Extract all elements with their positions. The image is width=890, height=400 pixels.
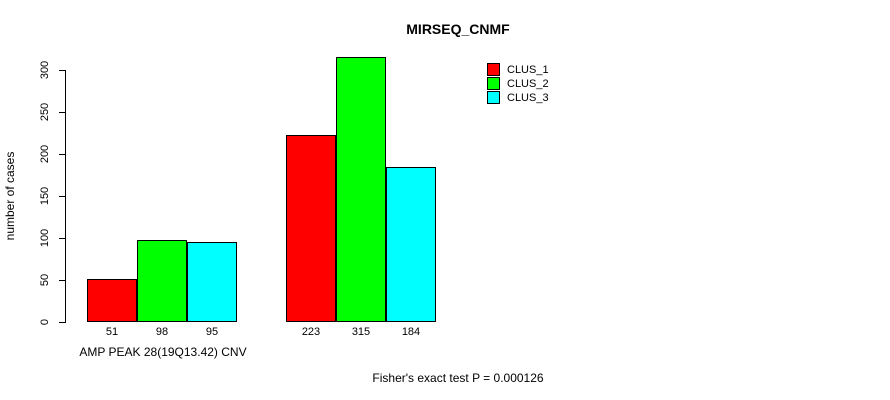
bar-value-label: 223	[301, 326, 321, 338]
bar-clus_1-group1	[87, 279, 137, 322]
legend-item: CLUS_2	[487, 77, 549, 90]
legend-item: CLUS_3	[487, 91, 549, 104]
legend-label: CLUS_1	[507, 63, 549, 76]
legend-swatch-clus_2	[487, 77, 500, 90]
y-tick	[59, 322, 65, 323]
y-tick	[59, 238, 65, 239]
y-tick-label: 250	[39, 102, 51, 122]
y-tick	[59, 196, 65, 197]
y-axis-line	[65, 70, 66, 323]
bar-value-label: 51	[105, 326, 119, 338]
p-value-text: Fisher's exact test P = 0.000126	[372, 371, 544, 385]
legend-item: CLUS_1	[487, 63, 549, 76]
bar-clus_2-group2	[336, 57, 386, 322]
x-axis-label: AMP PEAK 28(19Q13.42) CNV	[79, 345, 247, 359]
y-tick-label: 150	[39, 186, 51, 206]
y-tick-label: 50	[39, 273, 51, 287]
y-tick-label: 200	[39, 144, 51, 164]
y-tick	[59, 112, 65, 113]
bar-value-label: 98	[155, 326, 169, 338]
legend-swatch-clus_1	[487, 63, 500, 76]
bar-clus_2-group1	[137, 240, 187, 322]
y-tick-label: 300	[39, 60, 51, 80]
y-tick	[59, 154, 65, 155]
bar-value-label: 184	[401, 326, 421, 338]
y-axis-title: number of cases	[3, 151, 17, 241]
y-tick	[59, 280, 65, 281]
bar-value-label: 315	[351, 326, 371, 338]
legend-swatch-clus_3	[487, 91, 500, 104]
bar-clus_3-group1	[187, 242, 237, 322]
y-tick	[59, 70, 65, 71]
y-tick-label: 0	[39, 318, 51, 326]
bar-clus_3-group2	[386, 167, 436, 322]
bar-clus_1-group2	[286, 135, 336, 322]
y-tick-label: 100	[39, 228, 51, 248]
legend-label: CLUS_2	[507, 77, 549, 90]
chart-title: MIRSEQ_CNMF	[406, 21, 510, 37]
legend-label: CLUS_3	[507, 91, 549, 104]
bar-value-label: 95	[205, 326, 219, 338]
